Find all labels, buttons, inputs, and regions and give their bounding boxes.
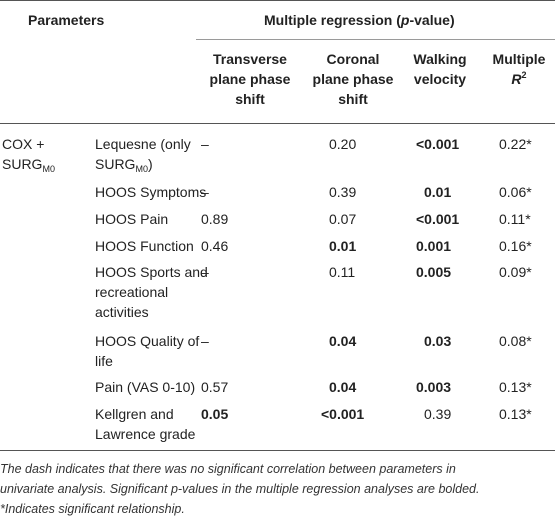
header-parameters: Parameters [28, 12, 105, 28]
coronal-kellgren-lawrence: <0.001 [321, 406, 365, 422]
transverse-hoos-pain: 0.89 [201, 211, 229, 227]
walking-hoos-pain: <0.001 [416, 211, 460, 227]
walking-kellgren-lawrence: 0.39 [424, 406, 452, 422]
table-bottom-rule [0, 450, 555, 451]
param-hoos-function: HOOS Function [95, 238, 194, 254]
param-kellgren-lawrence: Kellgren and Lawrence grade [95, 406, 196, 442]
r2-hoos-pain: 0.11* [499, 211, 531, 227]
walking-hoos-sports: 0.005 [416, 264, 452, 280]
walking-lequesne: <0.001 [416, 136, 460, 152]
transverse-hoos-sports: – [201, 264, 209, 280]
param-hoos-quality: HOOS Quality of life [95, 333, 200, 369]
header-multiple-regression: Multiple regression (p-value) [264, 12, 455, 28]
walking-hoos-symptoms: 0.01 [424, 184, 452, 200]
coronal-hoos-symptoms: 0.39 [329, 184, 357, 200]
r2-kellgren-lawrence: 0.13* [499, 406, 532, 422]
walking-hoos-quality: 0.03 [424, 333, 452, 349]
coronal-hoos-function: 0.01 [329, 238, 357, 254]
r2-hoos-function: 0.16* [499, 238, 532, 254]
coronal-lequesne: 0.20 [329, 136, 357, 152]
table-top-rule [0, 0, 555, 1]
transverse-hoos-quality: – [201, 333, 209, 349]
r2-hoos-symptoms: 0.06* [499, 184, 532, 200]
coronal-hoos-pain: 0.07 [329, 211, 357, 227]
header-multiple-r2: Multiple R2 [492, 51, 546, 87]
group-label: COX + SURGM0 [2, 136, 55, 174]
header-bottom-rule [0, 123, 555, 124]
r2-hoos-sports: 0.09* [499, 264, 532, 280]
table-footnote: The dash indicates that there was no sig… [0, 462, 480, 516]
r2-hoos-quality: 0.08* [499, 333, 532, 349]
coronal-pain-vas: 0.04 [329, 379, 357, 395]
transverse-kellgren-lawrence: 0.05 [201, 406, 229, 422]
header-p-italic: p [400, 12, 410, 28]
transverse-hoos-function: 0.46 [201, 238, 229, 254]
r2-pain-vas: 0.13* [499, 379, 532, 395]
header-transverse: Transverse plane phase shift [209, 51, 291, 107]
param-hoos-sports: HOOS Sports and recreational activities [95, 264, 208, 320]
header-walking-velocity: Walking velocity [413, 51, 467, 87]
group-underline [196, 39, 555, 40]
coronal-hoos-quality: 0.04 [329, 333, 357, 349]
walking-hoos-function: 0.001 [416, 238, 452, 254]
transverse-lequesne: – [201, 136, 209, 152]
param-pain-vas: Pain (VAS 0-10) [95, 379, 196, 395]
transverse-pain-vas: 0.57 [201, 379, 229, 395]
r2-lequesne: 0.22* [499, 136, 532, 152]
header-coronal: Coronal plane phase shift [312, 51, 394, 107]
param-hoos-pain: HOOS Pain [95, 211, 169, 227]
transverse-hoos-symptoms: – [201, 184, 209, 200]
walking-pain-vas: 0.003 [416, 379, 452, 395]
param-hoos-symptoms: HOOS Symptoms [95, 184, 207, 200]
coronal-hoos-sports: 0.11 [329, 264, 356, 280]
param-lequesne: Lequesne (only SURGM0) [95, 136, 191, 174]
